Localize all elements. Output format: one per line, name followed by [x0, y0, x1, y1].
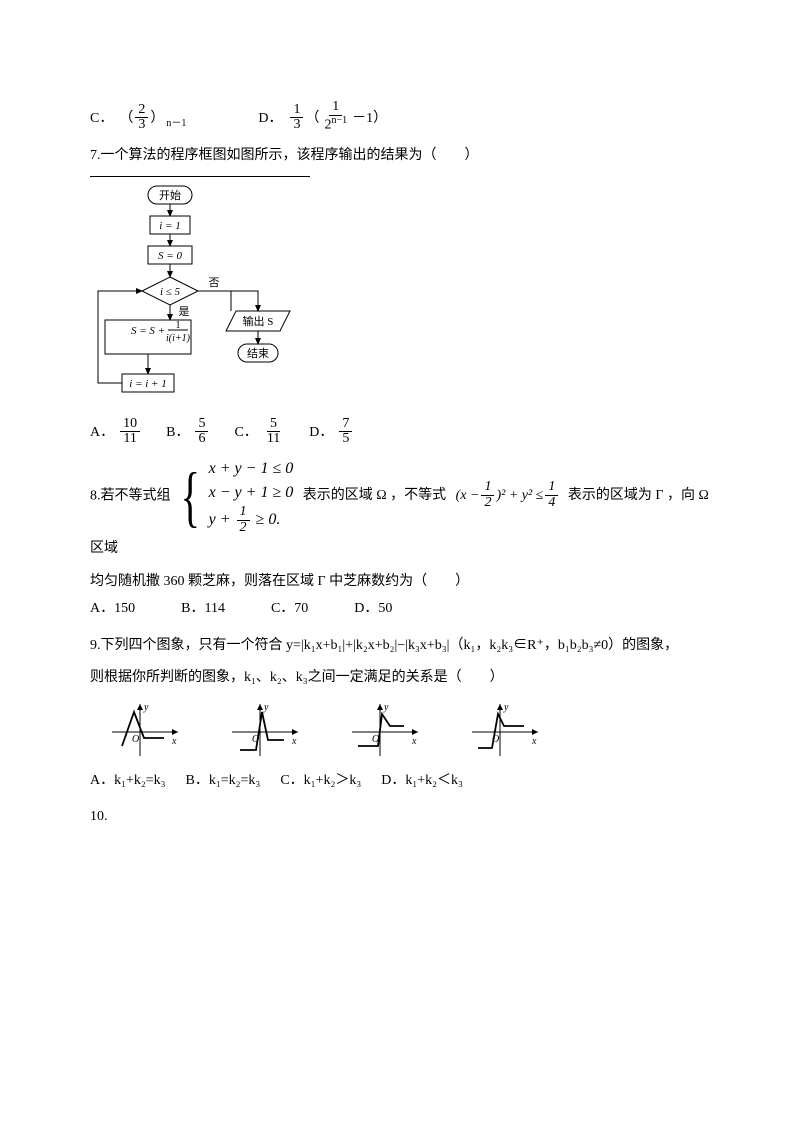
svg-text:x: x	[171, 736, 177, 747]
svg-text:x: x	[411, 736, 417, 747]
q9-graph-2: Oxy	[230, 702, 300, 758]
svg-text:1: 1	[176, 320, 181, 331]
optD-frac2: 1 2n−1	[321, 100, 350, 133]
q7-flowchart: 开始 i = 1 S = 0 i ≤ 5 是 S = S + 1 i(i+1) …	[90, 181, 310, 411]
q8: 8.若不等式组 { x + y − 1 ≤ 0 x − y + 1 ≥ 0 y …	[90, 457, 710, 563]
optD-label: D．	[258, 106, 282, 133]
svg-text:y: y	[383, 702, 389, 713]
q9-line2: 则根据你所判断的图象，k₁、k₂、k₃之间一定满足的关系是（ ）	[90, 665, 710, 692]
fc-inc: i = i + 1	[129, 378, 166, 390]
q7-optB-label: B．	[166, 420, 189, 447]
fc-no: 否	[209, 277, 220, 289]
q8-mid1: 表示的区域 Ω ，不等式	[303, 488, 446, 503]
q8-sys-row3: y + 12 ≥ 0.	[209, 505, 294, 535]
optC-expr: （ 2 3 ） n－1	[119, 103, 186, 133]
q8-optA: A．150	[90, 596, 135, 623]
svg-text:y: y	[143, 702, 149, 713]
q7-rule	[90, 176, 310, 177]
q7-optC-label: C．	[234, 420, 257, 447]
q7-options: A． 1011 B． 56 C． 511 D． 75	[90, 417, 710, 447]
q8-optB: B．114	[181, 596, 225, 623]
q9-optB: B．k₁=k₂=k₃	[186, 768, 261, 795]
q7-optC-frac: 511	[264, 417, 283, 447]
q9-options: A．k₁+k₂=k₃ B．k₁=k₂=k₃ C．k₁+k₂＞k₃ D．k₁+k₂…	[90, 768, 710, 795]
svg-text:y: y	[263, 702, 269, 713]
q7-optA-frac: 1011	[120, 417, 140, 447]
q9-line1: 9.下列四个图象，只有一个符合 y=|k₁x+b₁|+|k₂x+b₂|−|k₃x…	[90, 633, 710, 660]
q8-options: A．150 B．114 C．70 D．50	[90, 596, 710, 623]
optD-expr: 1 3 （ 1 2n−1 －1）	[288, 100, 387, 133]
q9-graph-3: Oxy	[350, 702, 420, 758]
q9-optD: D．k₁+k₂＜k₃	[381, 768, 463, 795]
q8-system: { x + y − 1 ≤ 0 x − y + 1 ≥ 0 y + 12 ≥ 0…	[174, 457, 293, 535]
q9-graph-4: Oxy	[470, 702, 540, 758]
q8-sys-row2: x − y + 1 ≥ 0	[209, 481, 294, 505]
q9-optA: A．k₁+k₂=k₃	[90, 768, 166, 795]
q7-optB-frac: 56	[195, 417, 208, 447]
fc-out: 输出 S	[243, 314, 274, 328]
fc-cond: i ≤ 5	[160, 286, 181, 298]
q9-optC: C．k₁+k₂＞k₃	[280, 768, 361, 795]
optC-frac: 2 3	[135, 103, 148, 133]
q7-optD-label: D．	[309, 420, 333, 447]
optD-frac1: 1 3	[290, 103, 303, 133]
fc-yes: 是	[179, 305, 190, 318]
svg-text:x: x	[531, 736, 537, 747]
q7-optA-label: A．	[90, 420, 114, 447]
fc-upd-top: S = S +	[131, 325, 165, 337]
q8-sys-row1: x + y − 1 ≤ 0	[209, 457, 294, 481]
svg-text:y: y	[503, 702, 509, 713]
q8-optD: D．50	[354, 596, 392, 623]
svg-text:O: O	[132, 734, 139, 745]
svg-text:i(i+1): i(i+1)	[166, 333, 191, 344]
fc-i1: i = 1	[159, 220, 180, 232]
q7-text: 7.一个算法的程序框图如图所示，该程序输出的结果为（ ）	[90, 143, 710, 170]
q8-prefix: 8.若不等式组	[90, 488, 171, 503]
q8-line2: 均匀随机撒 360 颗芝麻，则落在区域 Γ 中芝麻数约为（ ）	[90, 569, 710, 596]
q9-graph-1: Ox y	[110, 702, 180, 758]
q8-optC: C．70	[271, 596, 308, 623]
q10-text: 10.	[90, 804, 710, 831]
optC-label: C．	[90, 106, 113, 133]
q6-options-tail: C． （ 2 3 ） n－1 D． 1 3 （ 1 2n−1 －1）	[90, 100, 710, 133]
svg-text:x: x	[291, 736, 297, 747]
fc-start: 开始	[159, 188, 181, 202]
fc-s0: S = 0	[158, 250, 182, 262]
q9-graphs: OxyOxyOxyOxy	[110, 702, 710, 758]
q8-circle-expr: (x − 12 )² + y² ≤ 14	[456, 480, 561, 510]
fc-end: 结束	[247, 347, 269, 360]
q7-optD-frac: 75	[339, 417, 352, 447]
